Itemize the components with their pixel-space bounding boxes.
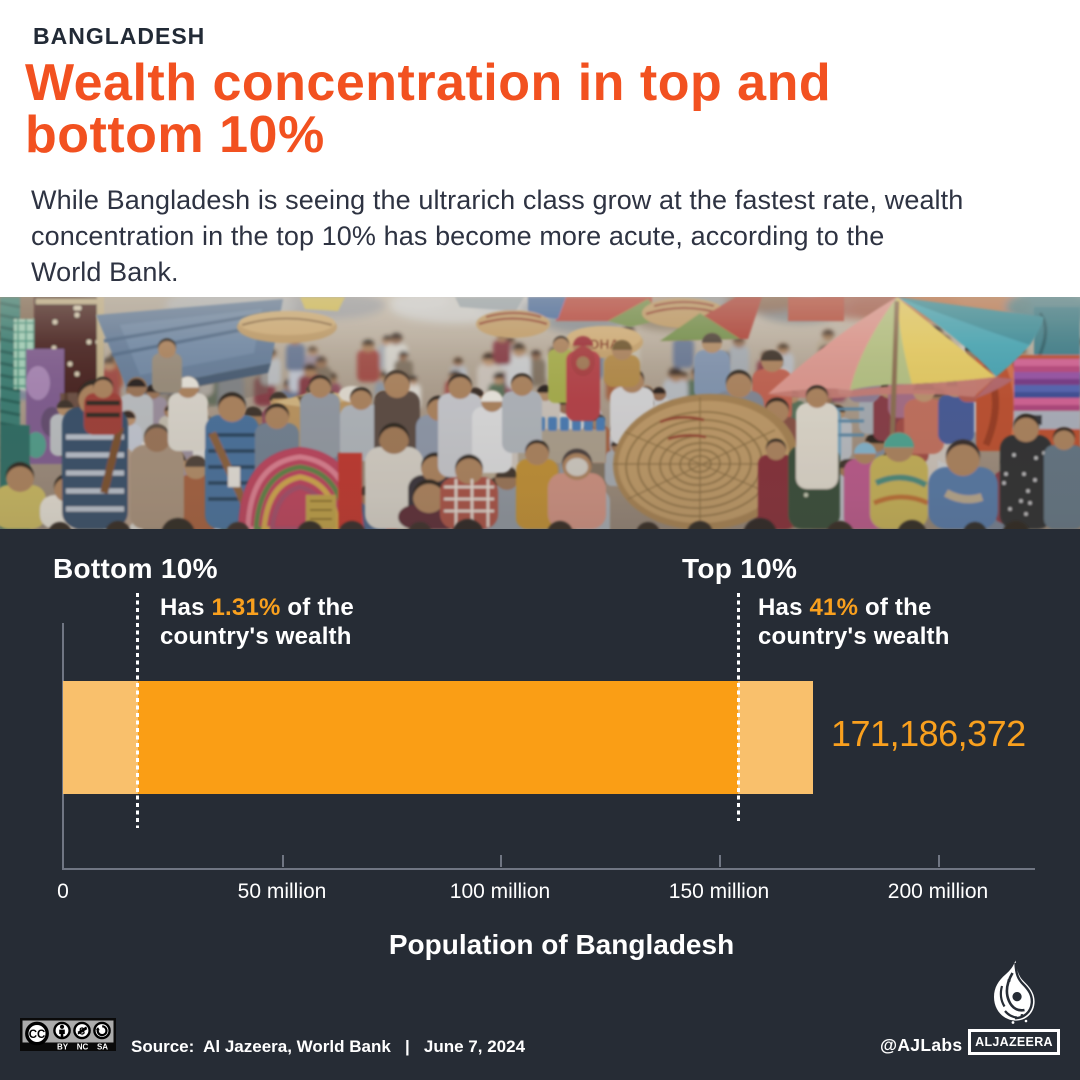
svg-text:$: $ — [79, 1027, 85, 1038]
svg-text:SA: SA — [97, 1042, 108, 1051]
svg-text:BY: BY — [57, 1042, 69, 1051]
svg-text:CC: CC — [29, 1029, 46, 1041]
svg-text:NC: NC — [77, 1042, 89, 1051]
